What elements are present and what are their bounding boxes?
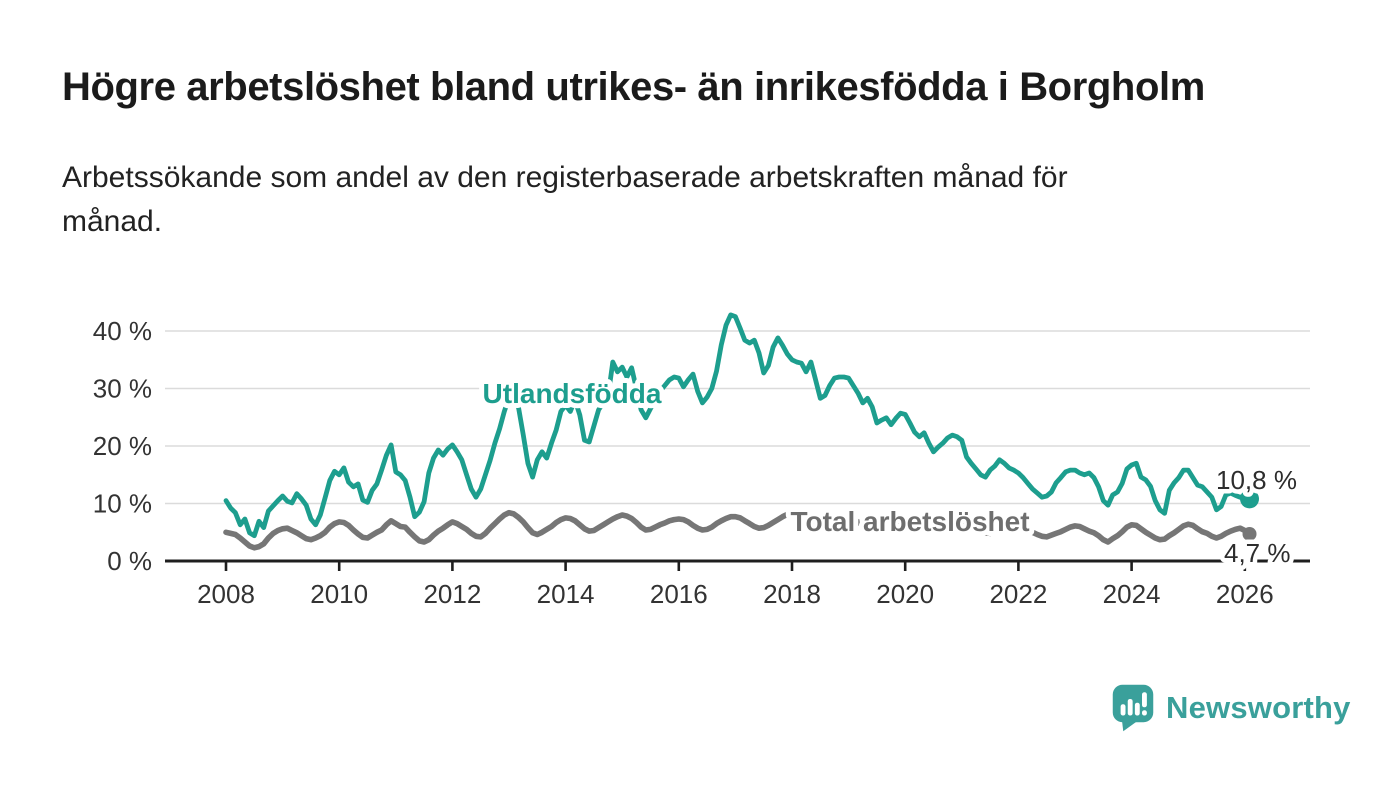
series-line-utlandsfodda bbox=[223, 312, 1252, 539]
x-tick-label-2026: 2026 bbox=[1216, 579, 1274, 609]
newsworthy-bubble-chart-icon bbox=[1112, 684, 1154, 732]
x-tick-label-2020: 2020 bbox=[876, 579, 934, 609]
series-label-utlandsfodda: Utlandsfödda bbox=[483, 378, 662, 409]
x-tick-label-2008: 2008 bbox=[197, 579, 255, 609]
end-dot-total bbox=[1242, 526, 1257, 541]
x-axis-labels: 2008 2010 2012 2014 2016 2018 2020 2022 2024 2026 bbox=[197, 579, 1274, 609]
x-axis-ticks bbox=[224, 561, 1247, 571]
y-tick-label-20: 20 % bbox=[93, 431, 152, 461]
y-tick-label-40: 40 % bbox=[93, 316, 152, 346]
series-lines bbox=[223, 312, 1253, 551]
newsworthy-logo: Newsworthy bbox=[1112, 684, 1351, 732]
x-tick-label-2018: 2018 bbox=[763, 579, 821, 609]
page-title: Högre arbetslöshet bland utrikes- än inr… bbox=[62, 65, 1205, 109]
y-tick-label-10: 10 % bbox=[93, 489, 152, 519]
gridlines bbox=[165, 330, 1310, 505]
end-dot-utlandsfodda bbox=[1240, 489, 1260, 509]
subtitle-line-2: månad. bbox=[62, 205, 163, 239]
subtitle-line-1: Arbetssökande som andel av den registerb… bbox=[62, 161, 1068, 194]
series-end-dots bbox=[1240, 489, 1260, 541]
end-value-utlandsfodda: 10,8 % bbox=[1216, 465, 1297, 495]
x-tick-label-2014: 2014 bbox=[537, 579, 595, 609]
end-value-total: 4,7 % bbox=[1224, 538, 1291, 568]
x-tick-label-2022: 2022 bbox=[989, 579, 1047, 609]
page-subtitle: Arbetssökande som andel av den registerb… bbox=[62, 156, 1282, 245]
x-tick-label-2016: 2016 bbox=[650, 579, 708, 609]
x-tick-label-2010: 2010 bbox=[310, 579, 368, 609]
y-tick-label-0: 0 % bbox=[107, 546, 152, 576]
y-tick-label-30: 30 % bbox=[93, 374, 152, 404]
x-tick-label-2012: 2012 bbox=[423, 579, 481, 609]
series-label-total: Total arbetslöshet bbox=[790, 506, 1029, 537]
y-axis-labels: 0 % 10 % 20 % 30 % 40 % bbox=[93, 316, 152, 576]
series-line-total bbox=[223, 509, 1253, 551]
x-tick-label-2024: 2024 bbox=[1103, 579, 1161, 609]
brand-name: Newsworthy bbox=[1166, 690, 1351, 725]
